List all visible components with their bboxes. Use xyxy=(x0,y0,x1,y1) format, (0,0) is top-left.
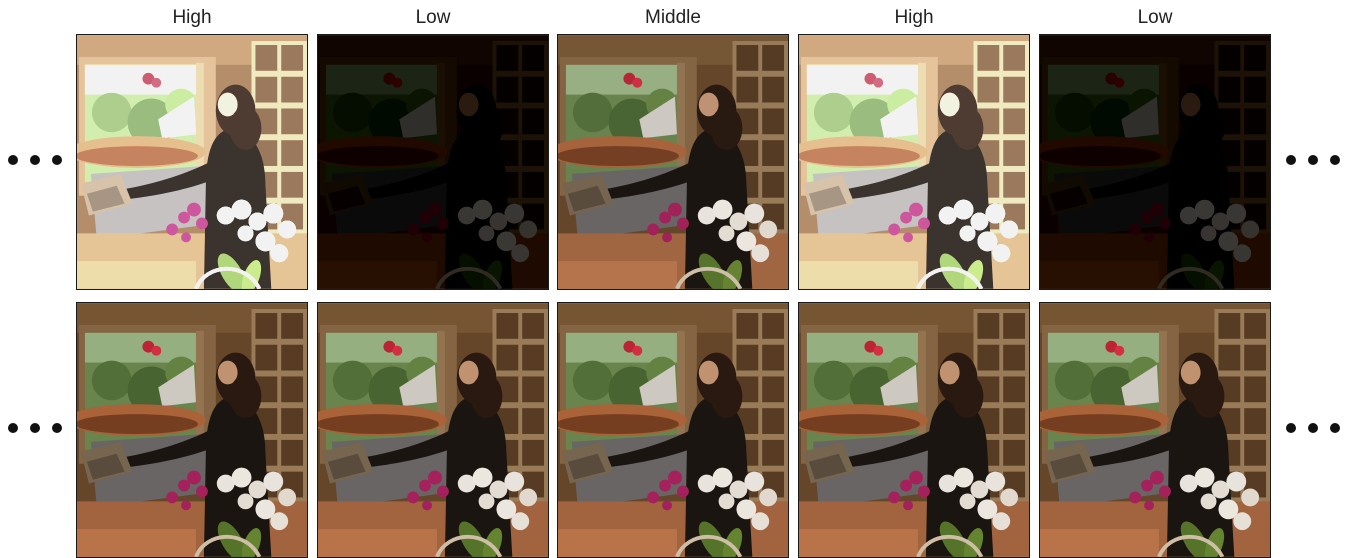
frame-middle xyxy=(557,34,789,290)
frame-output-3 xyxy=(557,302,789,558)
ellipsis-right-row-2 xyxy=(1282,418,1344,438)
frame-output-4 xyxy=(798,302,1030,558)
frame-low-2 xyxy=(1039,34,1271,290)
column-label-3: Middle xyxy=(557,7,789,29)
ellipsis-left-row-2 xyxy=(4,418,66,438)
frame-high-1 xyxy=(76,34,308,290)
column-label-4: High xyxy=(798,7,1030,29)
frame-output-2 xyxy=(317,302,549,558)
reconstructed-row xyxy=(0,302,1345,558)
frame-output-1 xyxy=(76,302,308,558)
frame-low-1 xyxy=(317,34,549,290)
column-labels: High Low Middle High Low xyxy=(0,0,1345,34)
input-exposures-row xyxy=(0,34,1345,290)
ellipsis-right-row-1 xyxy=(1282,150,1344,170)
ellipsis-left-row-1 xyxy=(4,150,66,170)
frame-high-2 xyxy=(798,34,1030,290)
column-label-2: Low xyxy=(317,7,549,29)
column-label-1: High xyxy=(76,7,308,29)
frame-output-5 xyxy=(1039,302,1271,558)
column-label-5: Low xyxy=(1039,7,1271,29)
